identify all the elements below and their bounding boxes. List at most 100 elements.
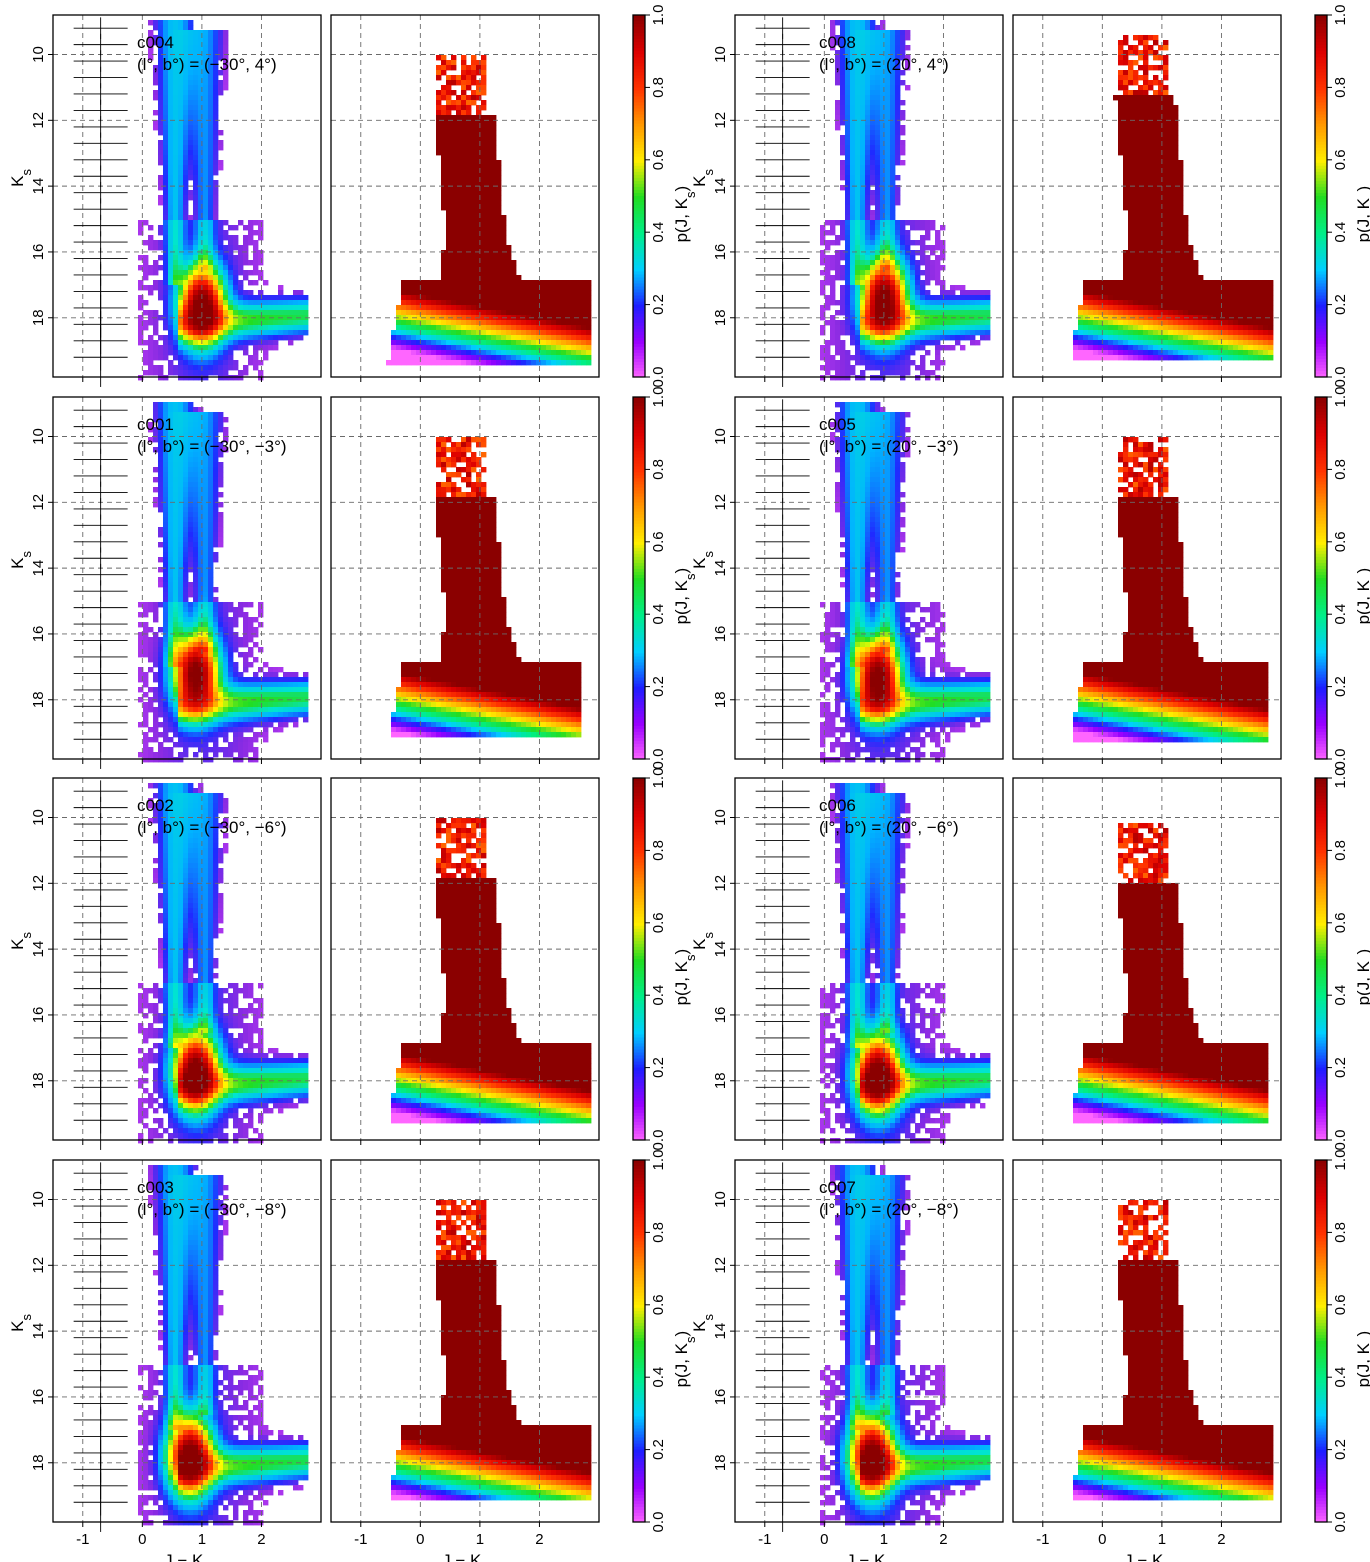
x-axis-ticks — [82, 1140, 262, 1145]
probability-panel-c003: -1 0 1 2 J − Ks — [330, 1159, 600, 1562]
y-tick-label: 12 — [30, 1257, 47, 1274]
colorbar-tick-label: 1.0 — [650, 387, 667, 408]
y-tick-label: 16 — [712, 1007, 729, 1024]
colorbar-tick-label: 0.6 — [650, 531, 667, 552]
y-tick-label: 18 — [712, 691, 729, 708]
y-tick-label: 12 — [712, 875, 729, 892]
probability-panel-c006 — [1012, 777, 1282, 1145]
field-coordinates: (l°, b°) = (−30°, 4°) — [137, 55, 277, 74]
y-axis-ticks: 10 12 14 16 18 — [712, 1191, 735, 1471]
grid-lines — [735, 397, 1003, 759]
grid-lines — [735, 15, 1003, 377]
colorbar-tick-label: 0.8 — [650, 1222, 667, 1243]
colorbar-tick-label: 1.0 — [1332, 5, 1349, 26]
colorbar-tick-label: 0.6 — [650, 1294, 667, 1315]
photometric-error-bars — [755, 399, 810, 769]
x-axis-ticks — [1042, 1140, 1222, 1145]
density-heatmap — [138, 20, 309, 381]
colorbar-tick-label: 0.2 — [650, 1439, 667, 1460]
density-heatmap — [820, 783, 991, 1144]
density-heatmap — [138, 783, 309, 1144]
y-axis-title: Ks — [8, 1313, 34, 1331]
colorbar-frame — [1314, 1159, 1328, 1523]
colorbar-title: p(J, Ks) — [672, 1331, 698, 1388]
y-tick-label: 16 — [30, 244, 47, 261]
y-tick-label: 18 — [30, 691, 47, 708]
colorbar-tick-label: 0.4 — [650, 222, 667, 243]
colorbar-title: p(J, Ks) — [1354, 1331, 1370, 1388]
y-axis-title: Ks — [8, 168, 34, 186]
density-panel-c004: 10 12 14 16 18 Ks c004 (l°, b°) = (−30°, 4°) — [8, 14, 322, 387]
y-tick-label: 12 — [30, 112, 47, 129]
panel-row-c006: 10 12 14 16 18 Ks c006 (l°, b°) = (20°, −6°) 0.0… — [690, 768, 1370, 1151]
grid-lines — [53, 1160, 321, 1522]
colorbar-c001: 0.0 0.2 0.4 0.6 0.8 1.0 p(J, Ks) — [632, 387, 698, 769]
plot-frame — [330, 396, 600, 760]
y-tick-label: 10 — [30, 1191, 47, 1208]
y-axis-title: Ks — [8, 931, 34, 949]
y-tick-label: 10 — [712, 809, 729, 826]
probability-heatmap — [391, 1200, 592, 1501]
colorbar-tick-label: 0.4 — [1332, 1367, 1349, 1388]
grid-lines — [331, 1160, 599, 1522]
density-heatmap — [820, 20, 991, 381]
field-coordinates: (l°, b°) = (−30°, −8°) — [137, 1200, 287, 1219]
x-axis-ticks: -1 0 1 2 — [1036, 1522, 1226, 1548]
colorbar-tick-label: 0.2 — [1332, 1057, 1349, 1078]
plot-frame — [1012, 777, 1282, 1141]
colorbar-tick-label: 0.2 — [650, 676, 667, 697]
probability-panel-c002 — [330, 777, 600, 1145]
y-axis-ticks: 10 12 14 16 18 — [30, 428, 53, 708]
colorbar-title: p(J, Ks) — [1354, 186, 1370, 243]
x-axis-ticks — [360, 1140, 540, 1145]
y-tick-label: 16 — [712, 626, 729, 643]
probability-heatmap — [386, 55, 592, 366]
panel-row-c002: 10 12 14 16 18 Ks c002 (l°, b°) = (−30°, −6°) 0.… — [8, 768, 698, 1151]
y-tick-label: 18 — [30, 309, 47, 326]
colorbar-title: p(J, Ks) — [1354, 949, 1370, 1006]
x-tick-label: 1 — [880, 1531, 888, 1548]
density-heatmap — [138, 1165, 309, 1526]
photometric-error-bars — [755, 17, 810, 387]
photometric-error-bars — [73, 17, 128, 387]
colorbar-frame — [632, 777, 646, 1141]
colorbar-title: p(J, Ks) — [1354, 568, 1370, 625]
colorbar-tick-label: 0.8 — [1332, 77, 1349, 98]
x-tick-label: 2 — [939, 1531, 947, 1548]
colorbar-frame — [632, 1159, 646, 1523]
y-tick-label: 18 — [30, 1454, 47, 1471]
colorbar-tick-label: 0.0 — [1332, 367, 1349, 388]
colorbar-tick-label: 0.8 — [650, 840, 667, 861]
photometric-error-bars — [73, 399, 128, 769]
probability-heatmap — [1073, 437, 1269, 743]
colorbar-tick-label: 0.4 — [1332, 604, 1349, 625]
plot-frame — [52, 1159, 322, 1523]
x-axis-ticks: -1 0 1 2 — [758, 1522, 948, 1548]
field-name: c002 — [137, 796, 174, 815]
grid-lines — [331, 778, 599, 1140]
x-axis-ticks — [360, 377, 540, 382]
probability-heatmap — [391, 437, 582, 738]
y-tick-label: 10 — [712, 428, 729, 445]
grid-lines — [53, 397, 321, 759]
colorbar-tick-label: 0.0 — [650, 367, 667, 388]
colorbar-tick-label: 0.6 — [650, 912, 667, 933]
colorbar-tick-label: 0.2 — [1332, 294, 1349, 315]
x-axis-ticks — [1042, 377, 1222, 382]
y-tick-label: 14 — [30, 1323, 47, 1340]
colorbar-tick-label: 0.4 — [1332, 222, 1349, 243]
y-tick-label: 12 — [712, 1257, 729, 1274]
colorbar-c004: 0.0 0.2 0.4 0.6 0.8 1.0 p(J, Ks) — [632, 5, 698, 388]
plot-frame — [1012, 14, 1282, 378]
y-axis-ticks: 10 12 14 16 18 — [712, 46, 735, 326]
probability-heatmap — [1073, 823, 1269, 1124]
colorbar-frame — [1314, 777, 1328, 1141]
field-name: c006 — [819, 796, 856, 815]
colorbar-c008: 0.0 0.2 0.4 0.6 0.8 1.0 p(J, Ks) — [1314, 5, 1370, 388]
y-tick-label: 12 — [30, 494, 47, 511]
probability-panel-c001 — [330, 396, 600, 764]
y-tick-label: 14 — [712, 1323, 729, 1340]
field-name: c007 — [819, 1178, 856, 1197]
